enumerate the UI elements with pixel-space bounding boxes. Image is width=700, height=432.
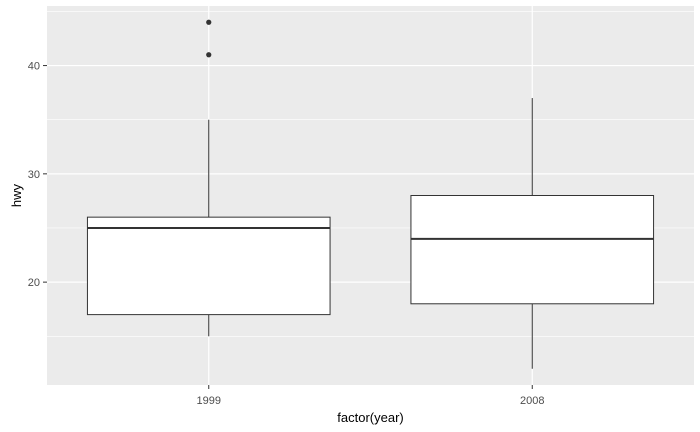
y-tick-label: 20 [28, 277, 40, 289]
outlier-point [206, 19, 212, 25]
y-axis: 20 30 40 [28, 61, 47, 289]
y-axis-title: hwy [9, 183, 24, 207]
x-axis: 1999 2008 [197, 385, 544, 407]
x-tick-label: 1999 [197, 395, 221, 407]
box-1999 [86, 19, 331, 337]
y-tick-label: 30 [28, 169, 40, 181]
y-tick-label: 40 [28, 61, 40, 73]
x-axis-title: factor(year) [337, 410, 403, 425]
x-tick-label: 2008 [520, 395, 544, 407]
box-iqr [410, 195, 655, 305]
box-layer [86, 19, 655, 369]
box-iqr [86, 216, 331, 316]
box-2008 [410, 98, 655, 369]
outlier-point [206, 52, 212, 58]
